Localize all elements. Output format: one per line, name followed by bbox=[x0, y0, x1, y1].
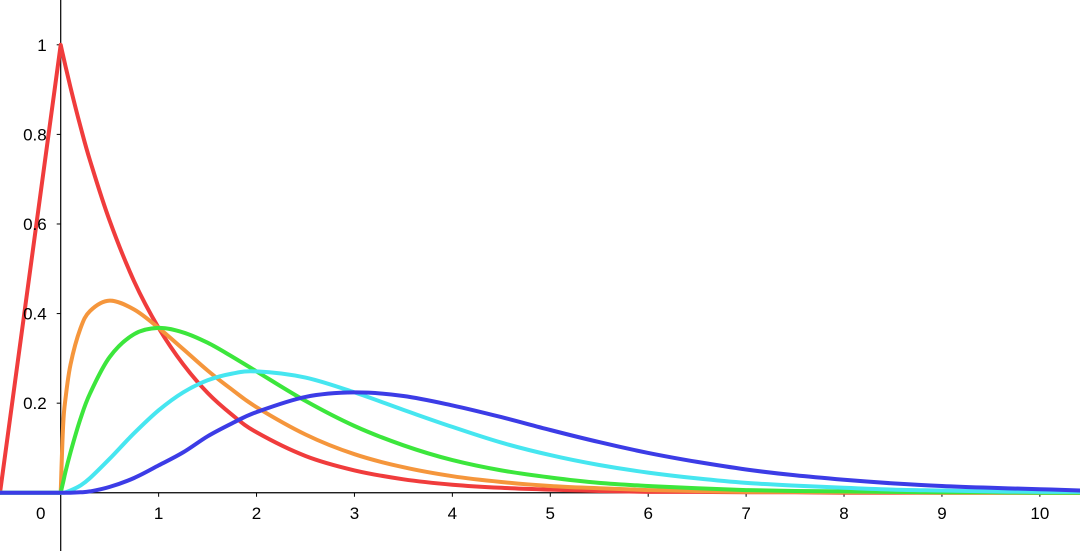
series-line-4 bbox=[0, 369, 1080, 495]
tick-labels: 0 1 2 3 4 5 6 7 8 9 10 0.2 0.4 0.6 0.8 1 bbox=[23, 36, 1049, 523]
series-line-3 bbox=[0, 325, 1080, 495]
x-tick-label: 0 bbox=[36, 504, 45, 523]
x-tick-label: 10 bbox=[1030, 504, 1049, 523]
y-tick-label: 1 bbox=[37, 36, 46, 55]
x-tick-label: 1 bbox=[154, 504, 163, 523]
x-tick-label: 4 bbox=[448, 504, 457, 523]
y-tick-label: 0.6 bbox=[23, 215, 47, 234]
y-tick-label: 0.8 bbox=[23, 125, 47, 144]
x-tick-label: 5 bbox=[546, 504, 555, 523]
x-tick-label: 8 bbox=[839, 504, 848, 523]
x-tick-label: 2 bbox=[252, 504, 261, 523]
x-tick-label: 9 bbox=[937, 504, 946, 523]
y-tick-label: 0.2 bbox=[23, 394, 47, 413]
x-tick-label: 7 bbox=[741, 504, 750, 523]
y-tick-label: 0.4 bbox=[23, 305, 47, 324]
series-line-5 bbox=[0, 390, 1080, 495]
x-tick-label: 6 bbox=[643, 504, 652, 523]
series-group bbox=[0, 42, 1080, 495]
x-tick-label: 3 bbox=[350, 504, 359, 523]
